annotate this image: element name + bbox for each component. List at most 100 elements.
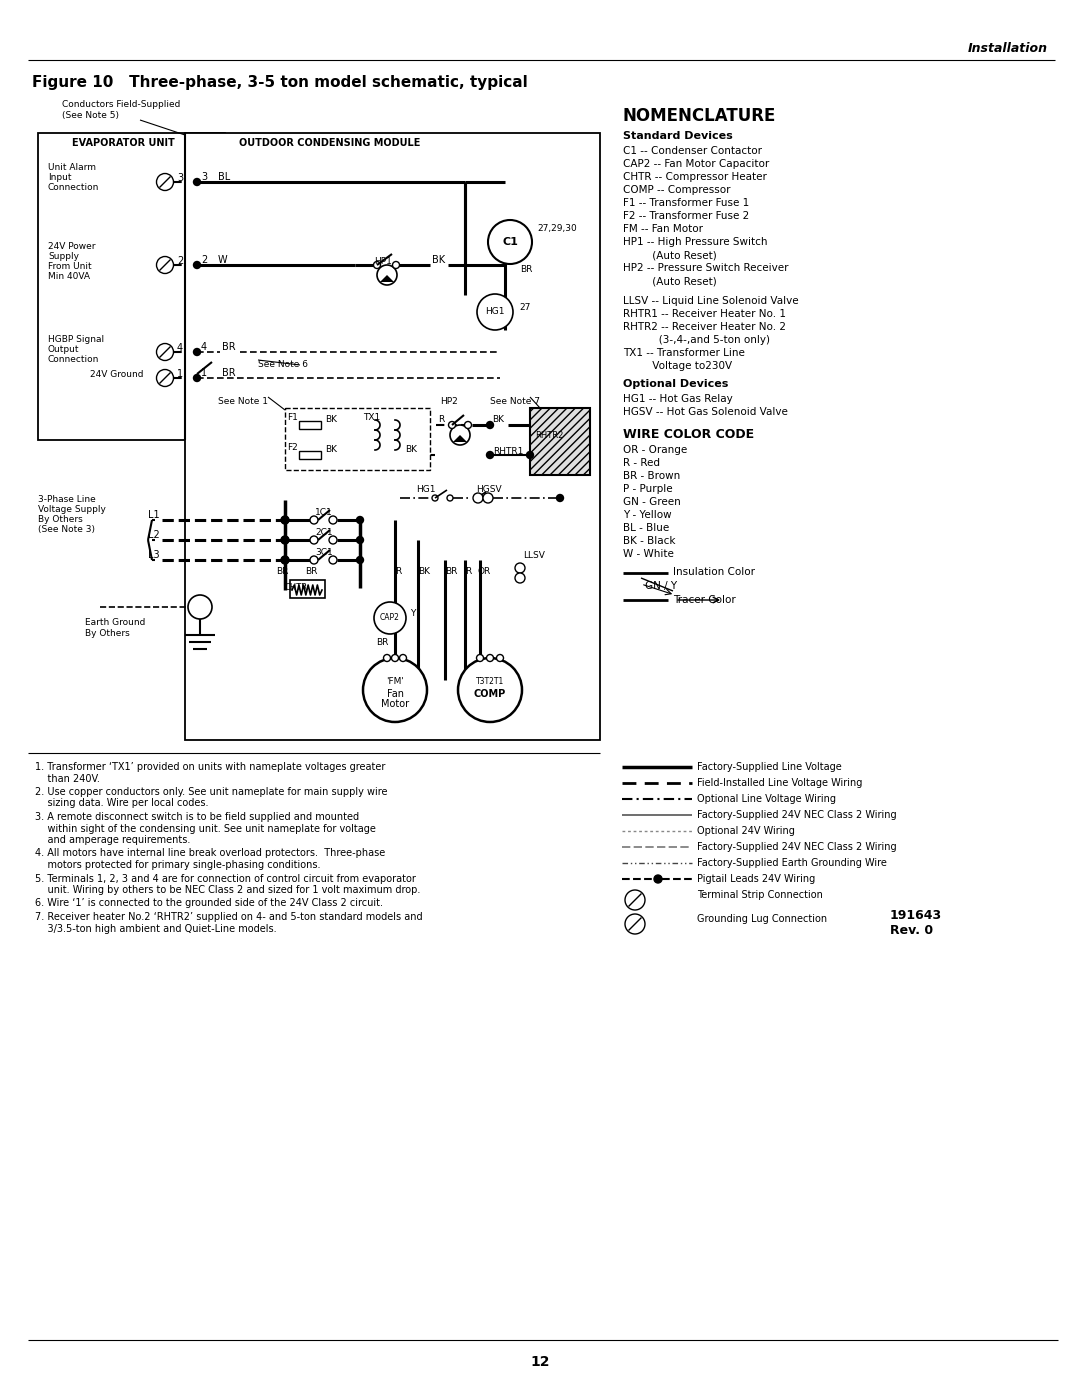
Text: P - Purple: P - Purple — [623, 483, 673, 495]
Text: See Note 1: See Note 1 — [218, 397, 268, 407]
Text: LLSV: LLSV — [523, 550, 545, 560]
Circle shape — [329, 536, 337, 543]
Text: 3C1: 3C1 — [315, 548, 333, 557]
Circle shape — [329, 515, 337, 524]
Text: TX1 -- Transformer Line: TX1 -- Transformer Line — [623, 348, 745, 358]
Text: OUTDOOR CONDENSING MODULE: OUTDOOR CONDENSING MODULE — [240, 138, 421, 148]
Circle shape — [157, 344, 174, 360]
Text: Tracer Color: Tracer Color — [673, 595, 735, 605]
Text: Terminal Strip Connection: Terminal Strip Connection — [697, 890, 823, 900]
Circle shape — [556, 495, 564, 502]
Circle shape — [157, 369, 174, 387]
Text: Connection: Connection — [48, 355, 99, 365]
Text: See Note 7: See Note 7 — [490, 397, 540, 407]
Text: Voltage to230V: Voltage to230V — [623, 360, 732, 372]
Circle shape — [448, 422, 456, 429]
Circle shape — [281, 556, 289, 564]
Text: 5. Terminals 1, 2, 3 and 4 are for connection of control circuit from evaporator: 5. Terminals 1, 2, 3 and 4 are for conne… — [35, 873, 416, 883]
Text: HGBP Signal: HGBP Signal — [48, 335, 104, 344]
Circle shape — [377, 265, 397, 285]
Text: 6. Wire ‘1’ is connected to the grounded side of the 24V Class 2 circuit.: 6. Wire ‘1’ is connected to the grounded… — [35, 898, 383, 908]
Text: motors protected for primary single-phasing conditions.: motors protected for primary single-phas… — [35, 861, 321, 870]
Text: L2: L2 — [148, 529, 160, 541]
Text: BR: BR — [445, 567, 457, 577]
Bar — [299, 420, 321, 429]
Text: and amperage requirements.: and amperage requirements. — [35, 835, 190, 845]
Text: 3: 3 — [177, 173, 184, 183]
Text: NOMENCLATURE: NOMENCLATURE — [623, 108, 777, 124]
Text: CHTR -- Compressor Heater: CHTR -- Compressor Heater — [623, 172, 767, 182]
Polygon shape — [453, 434, 467, 441]
Text: Pigtail Leads 24V Wiring: Pigtail Leads 24V Wiring — [697, 875, 815, 884]
Circle shape — [157, 173, 174, 190]
Text: 3: 3 — [201, 172, 207, 182]
Text: Field-Installed Line Voltage Wiring: Field-Installed Line Voltage Wiring — [697, 778, 862, 788]
Text: L1: L1 — [148, 510, 160, 520]
Text: HGSV: HGSV — [476, 486, 501, 495]
Text: GN / Y: GN / Y — [645, 581, 677, 591]
Text: CAP2: CAP2 — [380, 613, 400, 623]
Text: CHTR: CHTR — [284, 584, 308, 592]
Text: 1C1: 1C1 — [315, 509, 333, 517]
Circle shape — [329, 556, 337, 564]
Bar — [530, 408, 590, 475]
Text: COMP: COMP — [474, 689, 507, 698]
Text: F1: F1 — [287, 414, 298, 422]
Text: OR - Orange: OR - Orange — [623, 446, 687, 455]
Text: F2 -- Transformer Fuse 2: F2 -- Transformer Fuse 2 — [623, 211, 750, 221]
Circle shape — [527, 451, 534, 458]
Text: 2: 2 — [177, 256, 184, 265]
Circle shape — [476, 655, 484, 662]
Text: Factory-Supplied 24V NEC Class 2 Wiring: Factory-Supplied 24V NEC Class 2 Wiring — [697, 842, 896, 852]
Text: BK: BK — [325, 415, 337, 425]
Text: (See Note 3): (See Note 3) — [38, 525, 95, 534]
Bar — [285, 408, 430, 469]
Circle shape — [450, 425, 470, 446]
Text: 24V Ground: 24V Ground — [90, 370, 144, 379]
Text: EVAPORATOR UNIT: EVAPORATOR UNIT — [72, 138, 175, 148]
Text: By Others: By Others — [85, 629, 130, 638]
Circle shape — [625, 914, 645, 935]
Circle shape — [488, 219, 532, 264]
Text: HGSV -- Hot Gas Solenoid Valve: HGSV -- Hot Gas Solenoid Valve — [623, 407, 788, 416]
Circle shape — [515, 563, 525, 573]
Text: Connection: Connection — [48, 183, 99, 191]
Text: BK: BK — [325, 446, 337, 454]
Text: BR: BR — [222, 367, 235, 379]
Circle shape — [374, 261, 380, 268]
Text: (See Note 5): (See Note 5) — [62, 110, 119, 120]
Circle shape — [392, 261, 400, 268]
Circle shape — [447, 495, 453, 502]
Text: Factory-Supplied Line Voltage: Factory-Supplied Line Voltage — [697, 761, 841, 773]
Circle shape — [654, 875, 662, 883]
Text: Rev. 0: Rev. 0 — [890, 923, 933, 937]
Text: Voltage Supply: Voltage Supply — [38, 504, 106, 514]
Text: Installation: Installation — [968, 42, 1048, 54]
Polygon shape — [380, 275, 394, 282]
Text: GN - Green: GN - Green — [623, 497, 680, 507]
Text: Y: Y — [410, 609, 416, 619]
Text: HP2 -- Pressure Switch Receiver: HP2 -- Pressure Switch Receiver — [623, 263, 788, 272]
Circle shape — [193, 261, 201, 268]
Circle shape — [356, 536, 364, 543]
Text: 27: 27 — [519, 303, 530, 312]
Circle shape — [486, 451, 494, 458]
Text: FM -- Fan Motor: FM -- Fan Motor — [623, 224, 703, 235]
Text: HG1: HG1 — [416, 486, 435, 495]
Text: T3T2T1: T3T2T1 — [476, 678, 504, 686]
Circle shape — [310, 556, 318, 564]
Text: 7. Receiver heater No.2 ‘RHTR2’ supplied on 4- and 5-ton standard models and: 7. Receiver heater No.2 ‘RHTR2’ supplied… — [35, 912, 422, 922]
Circle shape — [310, 536, 318, 543]
Text: HG1 -- Hot Gas Relay: HG1 -- Hot Gas Relay — [623, 394, 732, 404]
Text: 4: 4 — [177, 344, 184, 353]
Text: 3/3.5-ton high ambient and Quiet-Line models.: 3/3.5-ton high ambient and Quiet-Line mo… — [35, 923, 276, 933]
Circle shape — [193, 179, 201, 186]
Text: F1 -- Transformer Fuse 1: F1 -- Transformer Fuse 1 — [623, 198, 750, 208]
Text: Supply: Supply — [48, 251, 79, 261]
Circle shape — [432, 495, 438, 502]
Text: C1: C1 — [502, 237, 518, 247]
Text: BR: BR — [305, 567, 318, 577]
Text: R - Red: R - Red — [623, 458, 660, 468]
Text: 24V Power: 24V Power — [48, 242, 95, 251]
Text: F2: F2 — [287, 443, 298, 453]
